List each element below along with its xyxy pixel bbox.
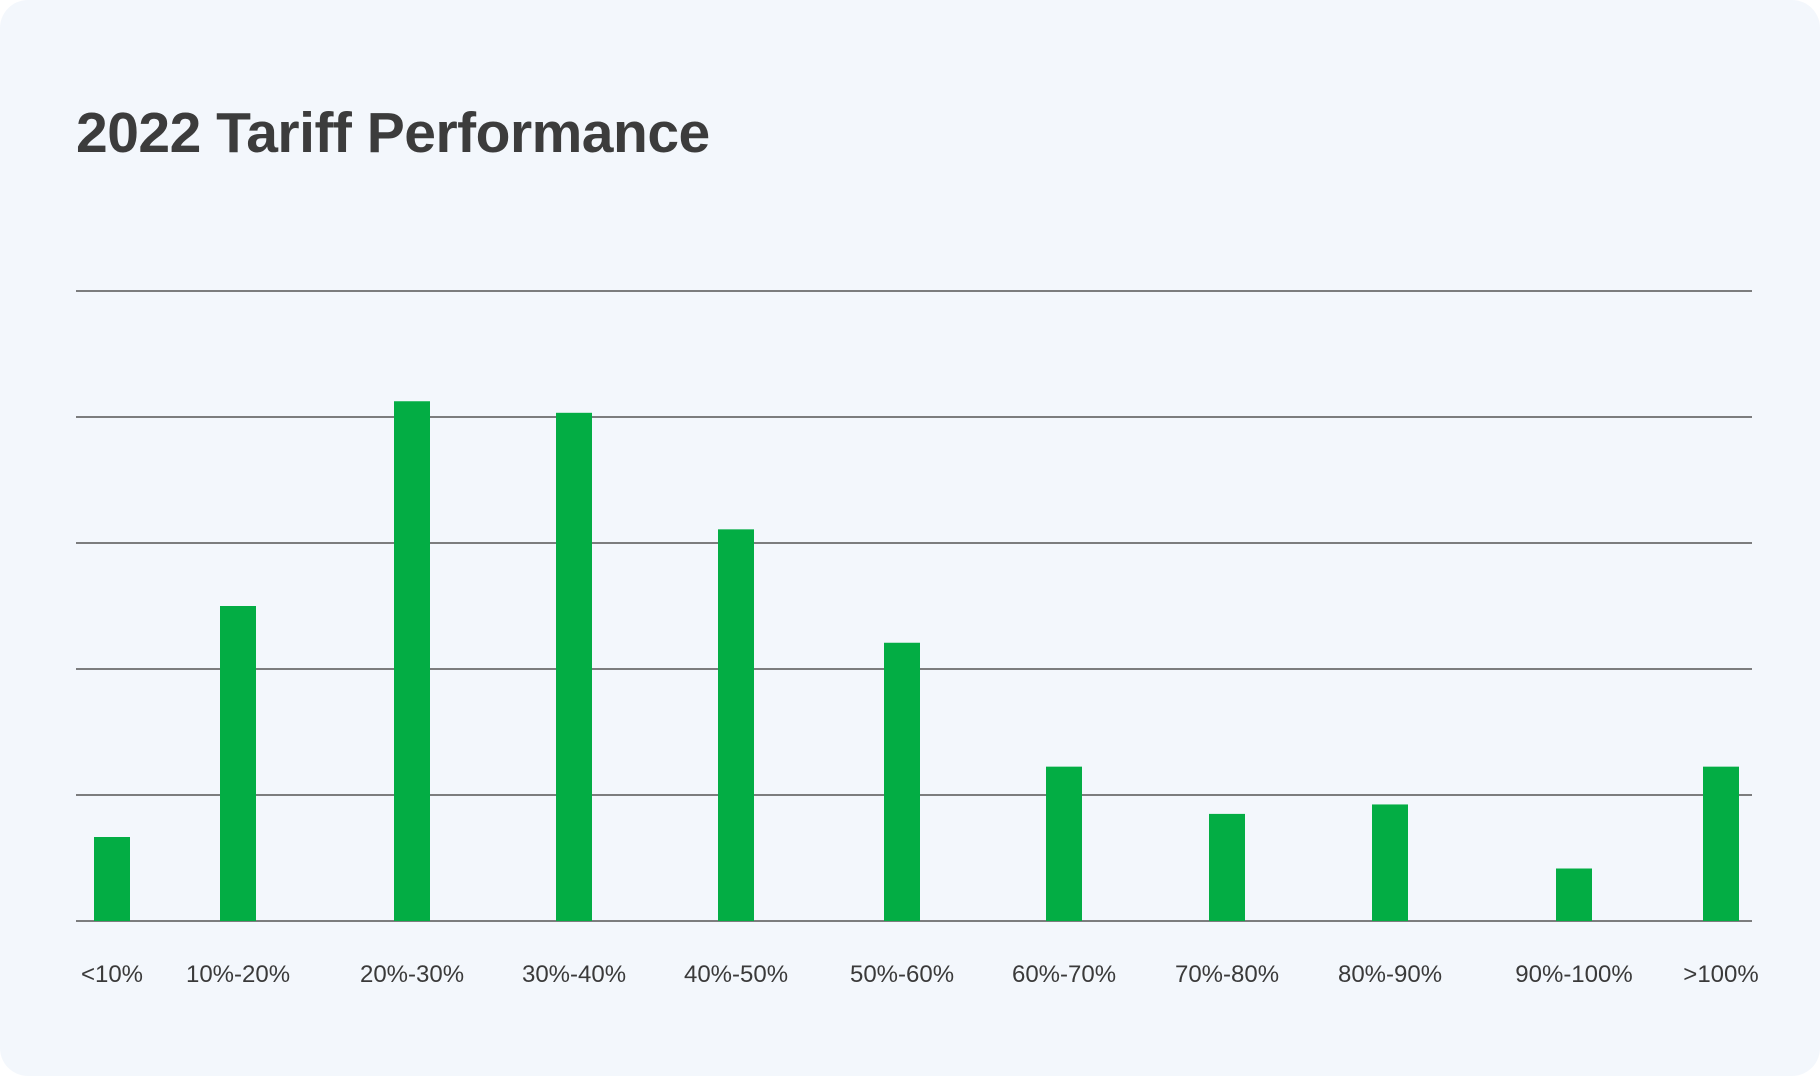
bars	[94, 401, 1739, 921]
x-tick-label: 50%-60%	[850, 961, 954, 988]
chart-title: 2022 Tariff Performance	[76, 101, 710, 165]
x-tick-label: <10%	[81, 961, 143, 988]
bar-4	[556, 412, 592, 921]
x-tick-label: 60%-70%	[1012, 961, 1116, 988]
x-tick-label: >100%	[1683, 961, 1758, 988]
bar-7	[1046, 766, 1082, 921]
x-tick-label: 20%-30%	[360, 961, 464, 988]
x-tick-label: 40%-50%	[684, 961, 788, 988]
bar-9	[1372, 804, 1408, 921]
bar-6	[884, 642, 920, 921]
x-tick-label: 90%-100%	[1515, 961, 1632, 988]
x-tick-label: 30%-40%	[522, 961, 626, 988]
x-tick-label: 80%-90%	[1338, 961, 1442, 988]
bar-1	[94, 837, 130, 921]
x-tick-label: 70%-80%	[1175, 961, 1279, 988]
x-tick-label: 10%-20%	[186, 961, 290, 988]
bar-8	[1209, 813, 1245, 921]
bar-5	[718, 529, 754, 921]
bar-3	[394, 401, 430, 921]
bar-2	[220, 606, 256, 921]
x-axis-tick-labels: <10% 10%-20% 20%-30% 30%-40% 40%-50% 50%-60% 6…	[81, 961, 1759, 988]
bar-11	[1703, 766, 1739, 921]
bar-10	[1556, 868, 1592, 921]
